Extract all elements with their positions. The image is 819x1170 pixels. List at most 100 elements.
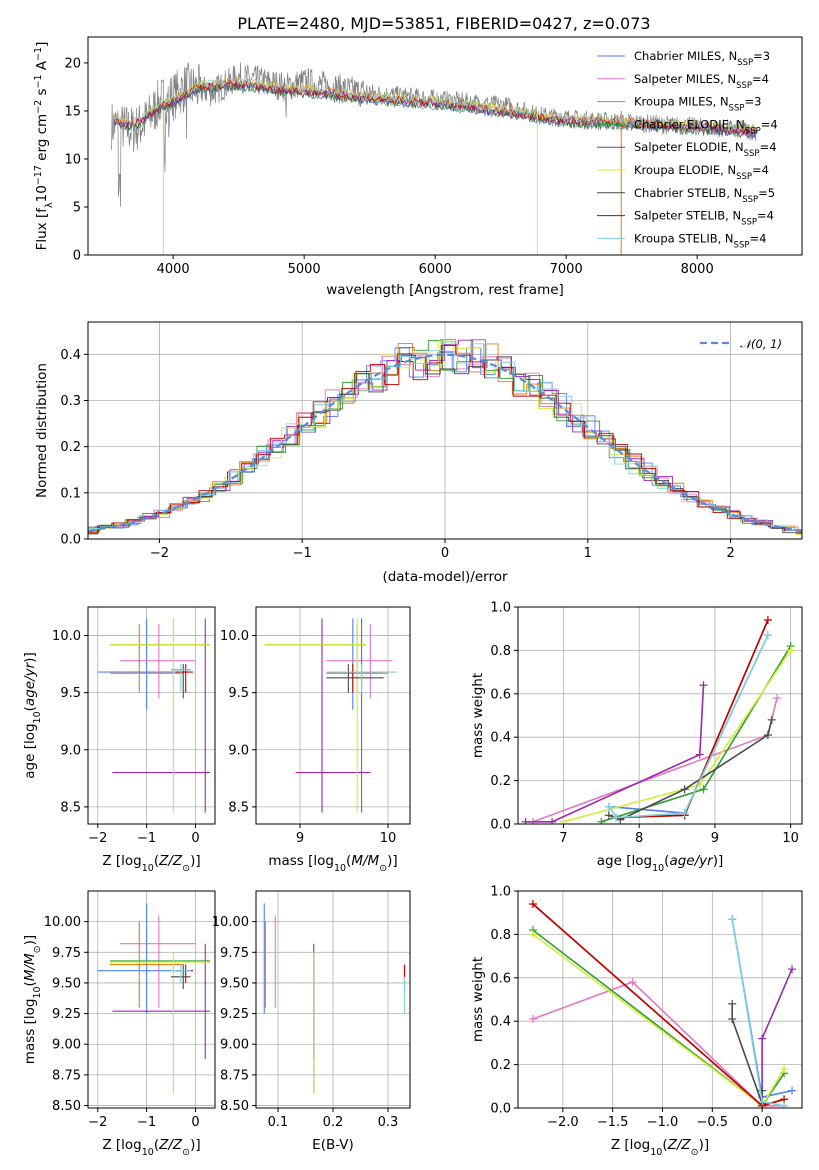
y-tick-label: 8.5 — [60, 800, 81, 815]
x-tick-label: −2 — [88, 1115, 107, 1130]
label-part: )] — [699, 1137, 710, 1153]
x-tick-label: −1 — [293, 546, 312, 561]
legend-entry: Chabrier ELODIE, NSSP=4 — [634, 117, 778, 136]
y-tick-label: 1.0 — [490, 885, 511, 900]
y-tick-label: 5 — [73, 200, 81, 215]
x-tick-label: 7000 — [550, 262, 583, 277]
label-part: −1 — [33, 47, 44, 61]
x-tick-label: −1.0 — [647, 1115, 679, 1130]
y-tick-label: 0.4 — [60, 348, 81, 363]
label-part: ⊙ — [182, 863, 190, 874]
label-part: erg cm — [34, 114, 50, 165]
x-axis-label: Z [log10(Z/Z⊙)] — [102, 853, 200, 874]
grid-lines — [88, 607, 215, 824]
label-part: age [log — [22, 723, 38, 778]
x-axis-label: (data-model)/error — [382, 569, 508, 585]
label-part: 10 — [34, 185, 50, 202]
y-tick-label: 9.0 — [60, 743, 81, 758]
x-tick-label: −2 — [150, 546, 169, 561]
panel-age-vs-Z: −2 −1 08.59.09.510.0Z [log10(Z/Z⊙)]age [lo… — [22, 606, 216, 874]
label-part: )] — [190, 853, 201, 869]
y-tick-label: 10.00 — [44, 915, 81, 930]
legend-subscript: SSP — [741, 218, 757, 228]
legend-entry: Salpeter ELODIE, NSSP=4 — [634, 140, 777, 159]
label-part: 10 — [652, 863, 664, 874]
label-part: Z/Z — [158, 1137, 183, 1153]
mass-weight-series — [525, 685, 705, 823]
x-tick-label: 10 — [782, 831, 799, 846]
x-tick-label: 0.2 — [323, 1115, 344, 1130]
y-axis-label: mass weight — [470, 957, 486, 1042]
label-part: )] — [387, 853, 398, 869]
plot-area — [111, 62, 757, 255]
legend-series-name: Kroupa MILES, N — [634, 95, 729, 109]
legend-series-name: Kroupa ELODIE, N — [634, 163, 736, 177]
axes-frame — [255, 890, 411, 1109]
label-part: mass [log — [268, 853, 334, 869]
y-tick-label: 9.0 — [228, 743, 249, 758]
legend-count: =4 — [752, 163, 769, 177]
label-part: −1 — [33, 74, 44, 88]
x-tick-label: 9 — [711, 831, 719, 846]
legend-subscript: SSP — [729, 104, 745, 114]
mass-weight-series — [601, 645, 792, 823]
legend-count: =4 — [757, 209, 774, 223]
x-tick-label: 6000 — [419, 262, 452, 277]
y-tick-label: 20 — [64, 56, 81, 71]
label-part: −2 — [33, 100, 44, 114]
y-tick-label: 9.25 — [220, 1007, 249, 1022]
y-tick-label: 0.2 — [60, 440, 81, 455]
plot-area — [528, 900, 797, 1108]
y-tick-label: 1.0 — [490, 601, 511, 616]
mass-weight-series — [761, 968, 793, 1106]
label-part: ⊙ — [182, 1147, 190, 1158]
y-tick-label: 0.1 — [60, 486, 81, 501]
label-part: M/M — [351, 853, 379, 869]
label-part: ( — [154, 853, 159, 869]
label-part: ⊙ — [691, 1147, 699, 1158]
label-part: 10 — [32, 986, 43, 998]
axes-frame — [87, 890, 216, 1109]
y-tick-label: 10.0 — [220, 629, 249, 644]
normal-legend-label: 𝒩(0, 1) — [740, 337, 782, 351]
y-tick-label: 9.75 — [52, 946, 81, 961]
y-tick-label: 0.2 — [490, 1058, 511, 1073]
plot-area — [97, 618, 211, 813]
legend-count: =4 — [752, 72, 769, 86]
x-tick-label: 2 — [726, 546, 734, 561]
label-part: )] — [713, 853, 724, 869]
x-tick-label: 0 — [191, 1115, 199, 1130]
legend-entry: Kroupa MILES, NSSP=3 — [634, 95, 761, 114]
legend-subscript: SSP — [745, 126, 761, 136]
label-part: 10 — [142, 1147, 154, 1158]
legend-series-name: Chabrier ELODIE, N — [634, 117, 745, 131]
x-axis-label: E(B-V) — [312, 1137, 354, 1153]
axes-frame — [517, 606, 803, 825]
y-tick-label: 9.75 — [220, 946, 249, 961]
legend-count: =5 — [758, 186, 775, 200]
axes-frame — [87, 606, 216, 825]
y-tick-label: 8.75 — [220, 1068, 249, 1083]
label-part: )] — [190, 1137, 201, 1153]
x-tick-label: −1 — [137, 831, 156, 846]
label-part: ( — [22, 706, 38, 711]
mass-weight-series — [608, 719, 773, 821]
axes-frame — [87, 606, 216, 825]
label-part: )] — [22, 935, 38, 946]
y-axis-label: age [log10(age/yr)] — [22, 652, 43, 778]
label-part: Z/Z — [667, 1137, 692, 1153]
y-axis-label: Flux [fλ10−17 erg cm−2 s−1 A−1] — [33, 42, 55, 251]
label-part: Z [log — [102, 1137, 141, 1153]
label-part: −17 — [33, 165, 44, 185]
y-tick-label: 10.00 — [212, 915, 249, 930]
panel-residual-histogram: −2 −1 0 1 2 0.0 0.1 0.2 0.3 0.4 𝒩(0, 1) (data-model… — [34, 321, 803, 585]
legend-subscript: SSP — [736, 172, 752, 182]
y-tick-label: 8.50 — [220, 1099, 249, 1114]
y-tick-label: 8.5 — [228, 800, 249, 815]
label-part: )] — [22, 652, 38, 663]
grid-lines — [256, 607, 410, 824]
y-tick-label: 9.00 — [220, 1038, 249, 1053]
